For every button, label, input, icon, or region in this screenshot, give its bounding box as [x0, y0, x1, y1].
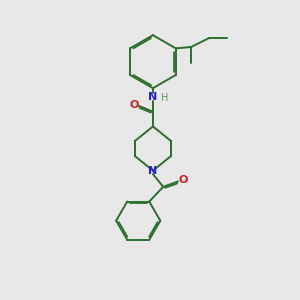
- Text: N: N: [148, 92, 158, 102]
- Text: O: O: [178, 175, 188, 185]
- Text: H: H: [161, 94, 168, 103]
- Text: N: N: [148, 166, 158, 176]
- Text: O: O: [130, 100, 139, 110]
